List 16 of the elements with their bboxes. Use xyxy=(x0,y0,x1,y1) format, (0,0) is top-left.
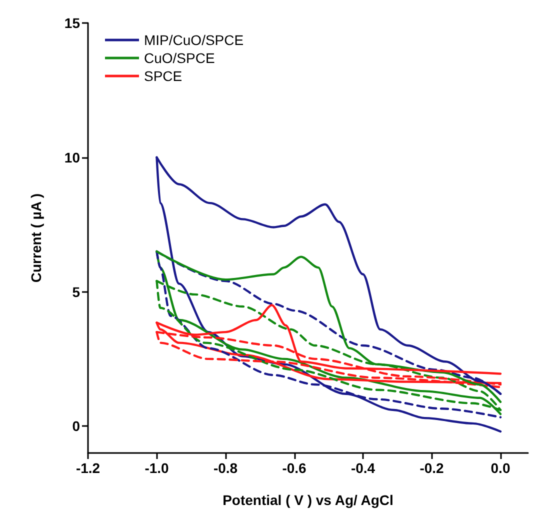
y-tick-label: 15 xyxy=(64,15,80,31)
legend-label: MIP/CuO/SPCE xyxy=(144,32,244,48)
y-tick-label: 0 xyxy=(72,418,80,434)
y-axis-title: Current ( µA ) xyxy=(28,193,44,283)
y-tick-label: 5 xyxy=(72,284,80,300)
y-tick-label: 10 xyxy=(64,149,80,166)
x-tick-label: -1.2 xyxy=(76,460,100,476)
legend-label: SPCE xyxy=(144,68,182,84)
x-tick-label: -0.8 xyxy=(213,460,238,476)
x-tick-label: -0.6 xyxy=(282,460,307,476)
x-tick-label: -0.2 xyxy=(420,460,444,476)
x-axis-title: Potential ( V ) vs Ag/ AgCl xyxy=(222,492,394,508)
x-tick-label: 0.0 xyxy=(490,460,510,476)
legend-label: CuO/SPCE xyxy=(144,50,215,66)
x-tick-label: -0.4 xyxy=(350,460,376,476)
x-tick-label: -1.0 xyxy=(144,460,170,476)
